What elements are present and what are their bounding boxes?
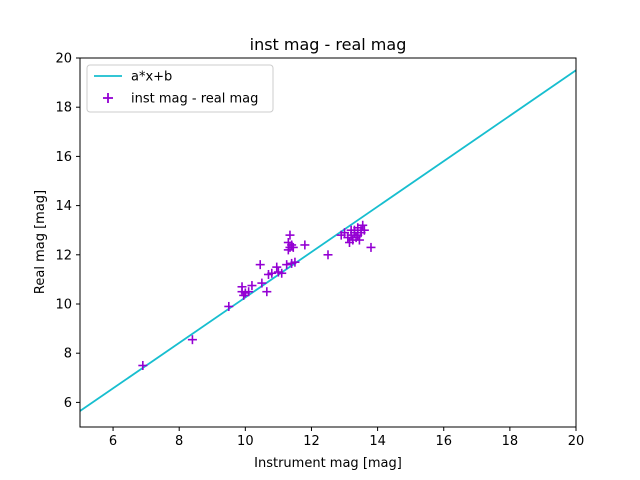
data-point — [237, 282, 247, 292]
data-point — [285, 230, 295, 240]
data-point — [290, 257, 300, 267]
y-tick-label: 16 — [55, 150, 72, 165]
data-point — [262, 287, 272, 297]
fit-line — [79, 69, 577, 412]
axes-frame — [79, 57, 577, 428]
legend-entry-data: inst mag - real mag — [131, 92, 258, 107]
data-point — [138, 361, 148, 370]
data-point — [354, 235, 364, 245]
data-point — [224, 301, 234, 311]
data-point — [244, 287, 254, 297]
x-tick-label: 14 — [369, 434, 386, 449]
legend-marker-swatch — [103, 93, 113, 103]
legend-entry-fit: a*x+b — [131, 70, 172, 85]
x-tick-label: 8 — [175, 434, 183, 449]
data-point — [282, 260, 292, 270]
y-tick-label: 10 — [55, 298, 72, 313]
x-axis-label: Instrument mag [mag] — [254, 456, 402, 471]
x-axis: 6 8 10 12 14 16 18 20 — [109, 427, 584, 449]
data-point — [247, 281, 257, 291]
y-tick-label: 18 — [55, 101, 72, 116]
x-tick-label: 10 — [237, 434, 254, 449]
data-point — [272, 262, 282, 272]
data-point — [267, 268, 277, 278]
x-tick-label: 6 — [109, 434, 117, 449]
data-point — [255, 260, 265, 270]
y-axis: 6 8 10 12 14 16 18 20 — [55, 52, 80, 411]
y-tick-label: 20 — [55, 52, 72, 67]
data-point — [288, 242, 298, 252]
x-tick-label: 16 — [435, 434, 452, 449]
data-point — [187, 335, 197, 345]
data-point — [257, 278, 267, 288]
data-point — [358, 220, 368, 230]
data-point — [340, 228, 350, 238]
y-tick-label: 12 — [55, 248, 72, 263]
data-point — [366, 242, 376, 252]
data-point — [277, 268, 287, 278]
plot-area — [79, 69, 577, 412]
x-tick-label: 12 — [303, 434, 320, 449]
y-axis-label: Real mag [mag] — [33, 190, 48, 294]
x-tick-label: 20 — [568, 434, 585, 449]
legend: a*x+b inst mag - real mag — [86, 64, 274, 113]
data-point — [323, 250, 333, 260]
y-tick-label: 14 — [55, 199, 72, 214]
y-tick-label: 8 — [64, 347, 72, 362]
data-point — [300, 240, 310, 250]
y-tick-label: 6 — [64, 396, 72, 411]
legend-box — [86, 64, 274, 113]
x-tick-label: 18 — [502, 434, 519, 449]
chart-title: inst mag - real mag — [250, 35, 407, 54]
data-point — [359, 225, 369, 235]
